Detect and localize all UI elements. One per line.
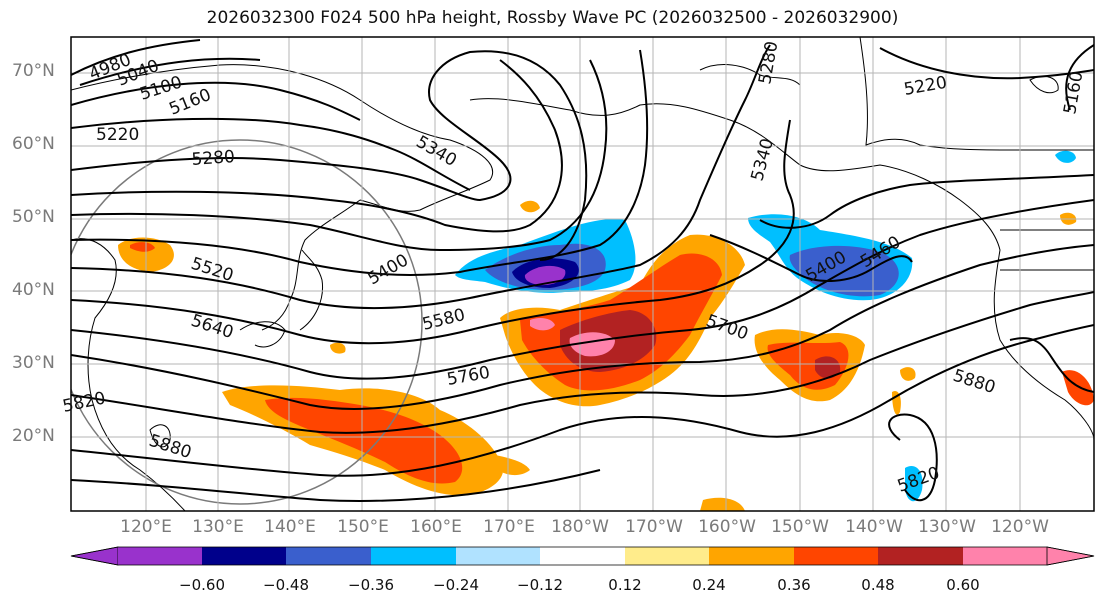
- map-title: 2026032300 F024 500 hPa height, Rossby W…: [206, 8, 899, 28]
- lon-label: 140°W: [845, 517, 903, 537]
- anomaly-shading: [118, 150, 1094, 511]
- lon-label: 130°E: [192, 517, 244, 537]
- colorbar-min-arrow: [70, 546, 119, 566]
- contour-label: 5280: [191, 147, 236, 170]
- colorbar-tick: 0.60: [946, 576, 980, 594]
- colorbar-tick: −0.24: [433, 576, 479, 594]
- lon-label: 140°E: [264, 517, 316, 537]
- colorbar-tick: 0.48: [861, 576, 895, 594]
- lon-label: 180°W: [551, 517, 609, 537]
- lon-label: 150°W: [771, 517, 829, 537]
- lat-label: 30°N: [12, 353, 55, 373]
- lon-label: 160°E: [410, 517, 462, 537]
- lon-label: 130°W: [918, 517, 976, 537]
- colorbar-tick: −0.60: [179, 576, 225, 594]
- lon-label: 150°E: [337, 517, 389, 537]
- lon-label: 170°E: [483, 517, 535, 537]
- contour-label: 5220: [96, 125, 139, 145]
- lon-label: 160°W: [698, 517, 756, 537]
- height-contours: [71, 39, 1094, 502]
- lat-label: 60°N: [12, 134, 55, 154]
- lon-label: 170°W: [625, 517, 683, 537]
- map-frame: [70, 36, 1095, 512]
- lon-label: 120°E: [120, 517, 172, 537]
- colorbar-tick: 0.36: [777, 576, 811, 594]
- lat-label: 50°N: [12, 207, 55, 227]
- map-panel: [71, 37, 1094, 511]
- highlight-circle: [71, 139, 423, 505]
- lat-label: 70°N: [12, 61, 55, 81]
- lat-label: 40°N: [12, 280, 55, 300]
- coastlines: [71, 37, 1094, 511]
- colorbar-tick: −0.12: [517, 576, 563, 594]
- colorbar-tick: 0.12: [608, 576, 642, 594]
- colorbar: [70, 546, 1095, 566]
- colorbar-tick: 0.24: [692, 576, 726, 594]
- colorbar-max-arrow: [1046, 546, 1095, 566]
- lat-label: 20°N: [12, 426, 55, 446]
- lon-label: 120°W: [991, 517, 1049, 537]
- colorbar-tick: −0.36: [348, 576, 394, 594]
- colorbar-tick: −0.48: [263, 576, 309, 594]
